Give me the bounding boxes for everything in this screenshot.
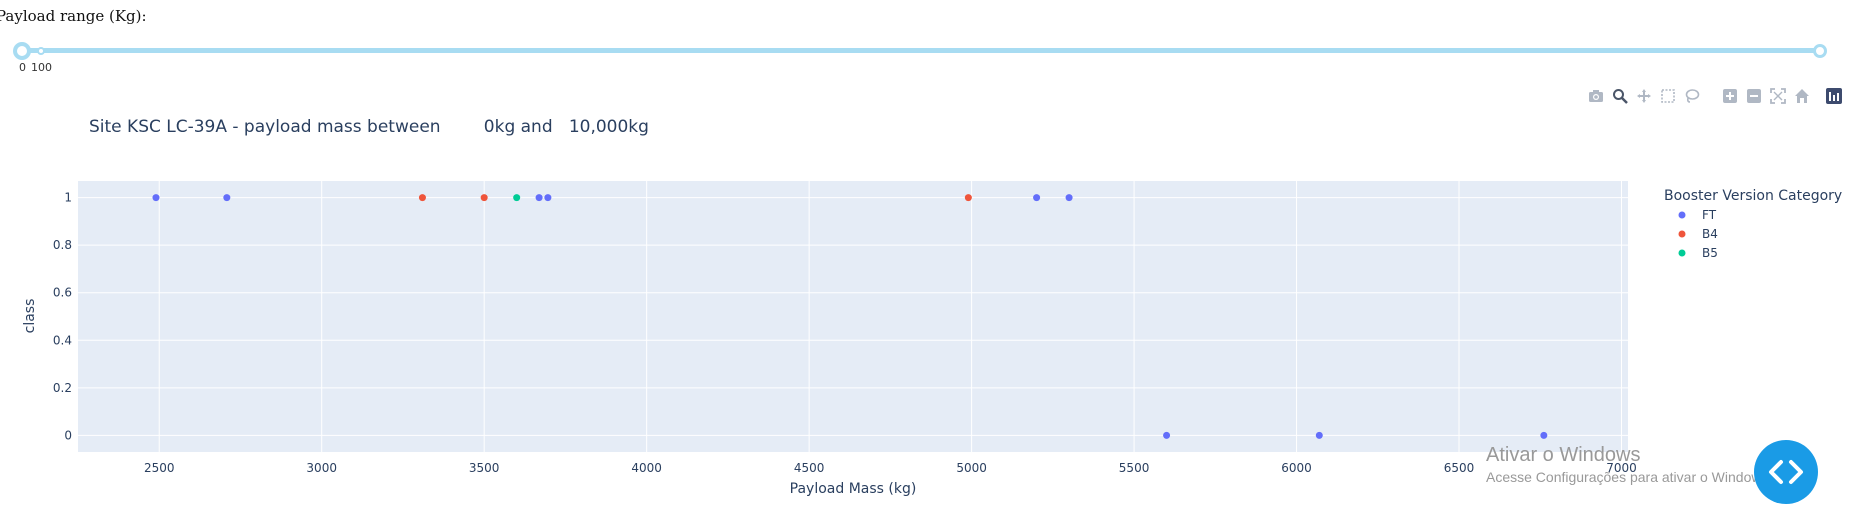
y-axis-label: class xyxy=(22,299,38,334)
data-point-ft[interactable] xyxy=(1033,194,1041,202)
windows-activation-watermark: Ativar o Windows Acesse Configurações pa… xyxy=(1486,444,1772,485)
y-tick-label: 0.6 xyxy=(53,286,72,300)
plot-area[interactable] xyxy=(78,181,1628,452)
slider-handle-max[interactable] xyxy=(1813,44,1827,58)
camera-icon[interactable] xyxy=(1586,86,1606,106)
watermark-subtitle: Acesse Configurações para ativar o Windo… xyxy=(1486,469,1773,485)
code-toggle-button[interactable] xyxy=(1754,440,1818,504)
x-tick-label: 7000 xyxy=(1606,461,1637,475)
x-tick-label: 3500 xyxy=(469,461,500,475)
data-point-b4[interactable] xyxy=(480,194,488,202)
legend-label-b5[interactable]: B5 xyxy=(1702,246,1718,260)
y-tick-label: 0.2 xyxy=(53,381,72,395)
data-point-ft[interactable] xyxy=(535,194,543,202)
slider-max-value: 100 xyxy=(31,61,52,74)
legend-marker-b4[interactable] xyxy=(1678,230,1686,238)
y-tick-label: 1 xyxy=(64,191,72,205)
zoom-out-icon[interactable] xyxy=(1744,86,1764,106)
y-tick-labels: 0 0.2 0.4 0.6 0.8 1 xyxy=(53,191,72,443)
watermark-title: Ativar o Windows xyxy=(1486,444,1641,466)
data-point-ft[interactable] xyxy=(1315,431,1323,439)
data-point-b4[interactable] xyxy=(964,194,972,202)
legend-label-b4[interactable]: B4 xyxy=(1702,227,1718,241)
data-point-ft[interactable] xyxy=(1163,431,1171,439)
box-select-icon[interactable] xyxy=(1658,86,1678,106)
legend-label-ft[interactable]: FT xyxy=(1702,208,1717,222)
data-point-b4[interactable] xyxy=(418,194,426,202)
y-tick-label: 0.4 xyxy=(53,333,72,347)
autoscale-icon[interactable] xyxy=(1768,86,1788,106)
x-gridlines xyxy=(158,181,1623,452)
data-point-ft[interactable] xyxy=(223,194,231,202)
slider-handle-min[interactable] xyxy=(13,42,31,60)
reset-axes-icon[interactable] xyxy=(1792,86,1812,106)
data-point-ft[interactable] xyxy=(1540,431,1548,439)
y-gridlines xyxy=(78,197,1628,436)
data-point-ft[interactable] xyxy=(1065,194,1073,202)
x-tick-label: 6500 xyxy=(1444,461,1475,475)
payload-range-slider[interactable] xyxy=(21,48,1821,53)
data-point-ft[interactable] xyxy=(544,194,552,202)
x-tick-label: 4500 xyxy=(794,461,825,475)
legend-marker-ft[interactable] xyxy=(1678,211,1686,219)
legend-marker-b5[interactable] xyxy=(1678,249,1686,257)
plot-modebar xyxy=(1586,86,1844,106)
slider-handle-low[interactable] xyxy=(37,47,45,55)
x-tick-label: 5000 xyxy=(956,461,987,475)
x-tick-label: 4000 xyxy=(631,461,662,475)
x-tick-label: 2500 xyxy=(144,461,175,475)
payload-slider-label: Payload range (Kg): xyxy=(0,7,147,25)
pan-icon[interactable] xyxy=(1634,86,1654,106)
slider-min-value: 0 xyxy=(19,61,26,74)
x-tick-label: 5500 xyxy=(1119,461,1150,475)
y-tick-label: 0 xyxy=(64,428,72,442)
chart-title: Site KSC LC-39A - payload mass between 0… xyxy=(89,117,649,137)
x-tick-labels: 2500 3000 3500 4000 4500 5000 5500 6000 6500 7000 xyxy=(144,461,1637,475)
y-tick-label: 0.8 xyxy=(53,238,72,252)
zoom-icon[interactable] xyxy=(1610,86,1630,106)
x-tick-label: 6000 xyxy=(1281,461,1312,475)
lasso-icon[interactable] xyxy=(1682,86,1702,106)
code-brackets-icon xyxy=(1769,460,1803,484)
x-tick-label: 3000 xyxy=(306,461,337,475)
data-points[interactable] xyxy=(152,194,1548,439)
x-axis-label: Payload Mass (kg) xyxy=(790,481,917,497)
legend[interactable]: FT B4 B5 xyxy=(1678,208,1718,260)
legend-title: Booster Version Category xyxy=(1664,188,1842,204)
zoom-in-icon[interactable] xyxy=(1720,86,1740,106)
data-point-ft[interactable] xyxy=(152,194,160,202)
plotly-logo-icon[interactable] xyxy=(1824,86,1844,106)
data-point-b5[interactable] xyxy=(513,194,521,202)
